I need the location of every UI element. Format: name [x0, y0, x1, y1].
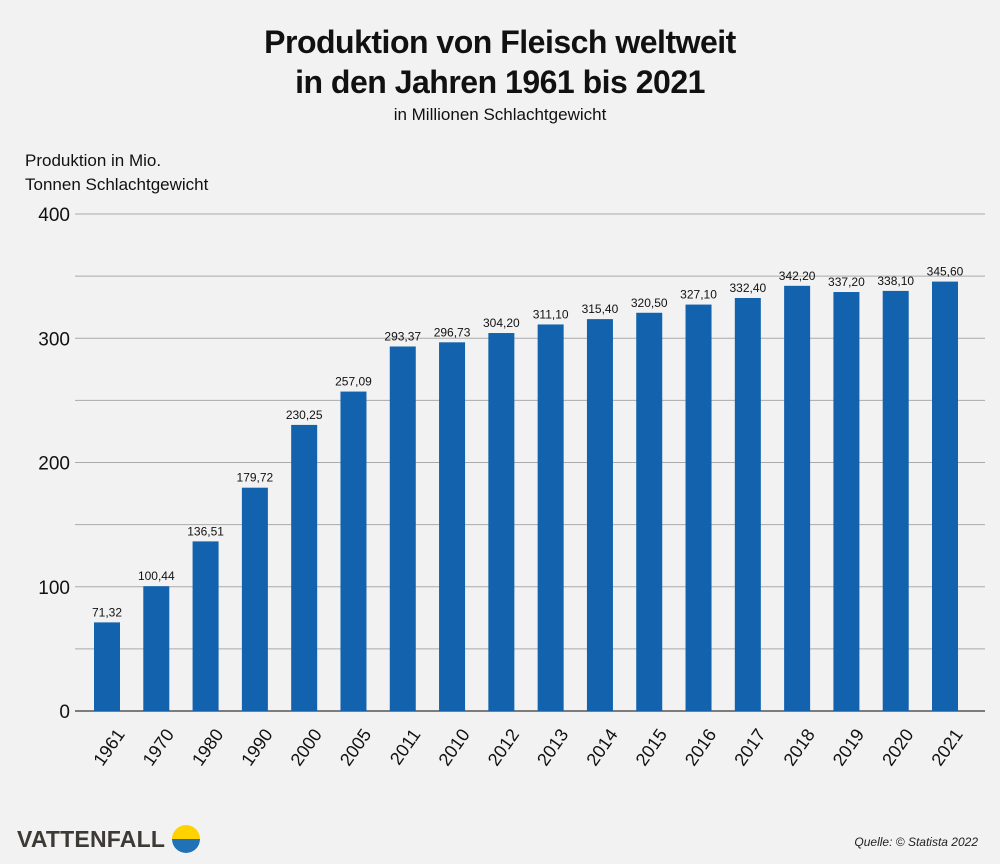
x-tick-label: 2018	[780, 725, 819, 769]
data-label: 71,32	[92, 605, 122, 619]
y-tick-label: 0	[59, 702, 70, 723]
bar	[389, 346, 416, 711]
data-label: 257,09	[335, 375, 372, 389]
y-axis-label: Produktion in Mio. Tonnen Schlachtgewich…	[25, 149, 285, 197]
data-label: 293,37	[384, 329, 421, 343]
bar	[932, 281, 958, 711]
x-tick-label: 2021	[927, 725, 966, 769]
source-note: Quelle: © Statista 2022	[854, 835, 978, 849]
y-tick-label: 100	[38, 578, 70, 599]
data-label: 230,25	[286, 408, 323, 422]
x-tick-label: 2011	[386, 725, 425, 768]
y-axis-label-line-2: Tonnen Schlachtgewicht	[25, 175, 209, 194]
chart-title-line-1: Produktion von Fleisch weltweit	[264, 24, 736, 60]
data-label: 332,40	[729, 281, 766, 295]
logo-text: VATTENFALL	[17, 826, 166, 852]
data-label: 304,20	[483, 316, 520, 330]
bar	[340, 391, 367, 711]
x-tick-label: 1980	[188, 725, 227, 769]
bar	[784, 285, 811, 711]
bar	[537, 324, 564, 711]
x-tick-label: 1990	[237, 725, 276, 769]
vattenfall-logo: VATTENFALL	[17, 826, 165, 853]
bar	[192, 541, 219, 711]
data-label: 100,44	[138, 569, 175, 583]
bar	[734, 297, 761, 711]
x-tick-label: 2014	[582, 725, 621, 769]
x-tick-label: 2000	[287, 725, 326, 769]
data-label: 337,20	[828, 275, 865, 289]
data-label: 296,73	[434, 325, 471, 339]
bar	[488, 333, 515, 711]
chart-title-line-2: in den Jahren 1961 bis 2021	[295, 64, 705, 100]
data-label: 179,72	[237, 471, 274, 485]
y-tick-label: 200	[38, 454, 70, 475]
x-tick-label: 2010	[434, 725, 473, 769]
x-tick-label: 2019	[829, 725, 868, 769]
bar	[586, 319, 613, 711]
data-label: 342,20	[779, 269, 816, 283]
x-tick-label: 1970	[139, 725, 178, 769]
x-tick-label: 2016	[681, 725, 720, 769]
bar	[241, 487, 268, 711]
data-label: 320,50	[631, 296, 668, 310]
bar	[882, 290, 909, 711]
x-tick-label: 2012	[484, 725, 523, 769]
x-tick-label: 1961	[89, 725, 128, 769]
bar	[833, 292, 860, 711]
data-label: 136,51	[187, 524, 224, 538]
bar	[94, 622, 120, 711]
bar	[636, 312, 663, 711]
data-label: 327,10	[680, 288, 717, 302]
chart-subtitle: in Millionen Schlachtgewicht	[393, 105, 607, 124]
x-tick-label: 2015	[632, 725, 671, 769]
y-tick-label: 300	[38, 329, 70, 350]
y-axis-label-line-1: Produktion in Mio.	[25, 151, 162, 170]
data-label: 311,10	[533, 307, 569, 321]
x-tick-label: 2017	[730, 725, 769, 769]
bar	[439, 342, 466, 711]
x-tick-label: 2020	[878, 725, 917, 769]
x-tick-label: 2013	[533, 725, 572, 769]
data-label: 345,60	[927, 265, 964, 279]
bar	[143, 586, 170, 711]
chart-title: Produktion von Fleisch weltweit in den J…	[0, 22, 1000, 102]
data-label: 315,40	[582, 302, 619, 316]
data-label: 338,10	[877, 274, 914, 288]
x-tick-label: 2005	[336, 725, 375, 769]
y-tick-label: 400	[38, 205, 70, 226]
bar	[685, 304, 712, 711]
bar	[291, 424, 318, 711]
